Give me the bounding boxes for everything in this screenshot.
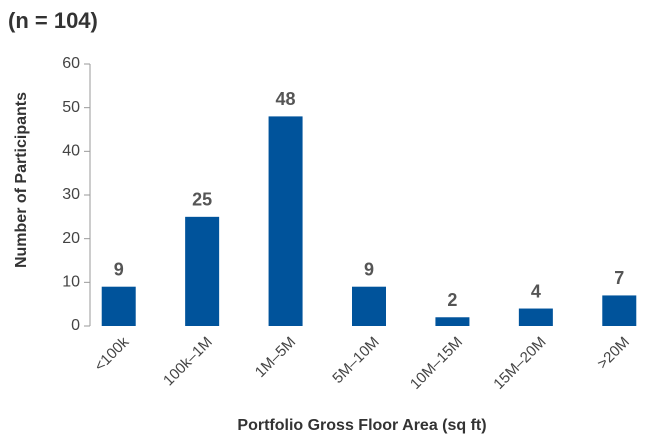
y-axis-title: Number of Participants — [13, 92, 30, 268]
bar — [101, 286, 136, 326]
x-tick-label: 5M–10M — [329, 334, 382, 387]
y-tick-label: 30 — [62, 186, 80, 203]
data-label: 7 — [614, 268, 624, 288]
bar — [268, 116, 303, 327]
x-axis-title: Portfolio Gross Floor Area (sq ft) — [237, 417, 486, 434]
y-tick-label: 60 — [62, 55, 80, 72]
x-tick-label: 1M–5M — [252, 334, 299, 381]
y-tick-label: 0 — [71, 317, 80, 334]
bar — [435, 317, 470, 326]
y-tick-label: 40 — [62, 143, 80, 160]
x-tick-label: >20M — [594, 334, 633, 373]
bar — [518, 308, 553, 326]
x-tick-label: <100k — [91, 333, 133, 375]
x-tick-label: 10M–15M — [407, 334, 466, 393]
bar — [185, 216, 220, 326]
data-label: 9 — [114, 259, 124, 279]
y-tick-label: 10 — [62, 274, 80, 291]
x-tick-label: 100k–1M — [160, 334, 216, 390]
x-tick-label: 15M–20M — [490, 334, 549, 393]
data-label: 9 — [364, 259, 374, 279]
y-tick-label: 20 — [62, 230, 80, 247]
data-label: 25 — [192, 190, 212, 210]
bar — [352, 286, 386, 326]
y-tick-label: 50 — [62, 99, 80, 116]
data-label: 2 — [447, 290, 457, 310]
data-label: 4 — [531, 281, 541, 301]
chart-title: (n = 104) — [8, 8, 98, 33]
data-label: 48 — [276, 89, 296, 109]
bar — [602, 295, 637, 326]
